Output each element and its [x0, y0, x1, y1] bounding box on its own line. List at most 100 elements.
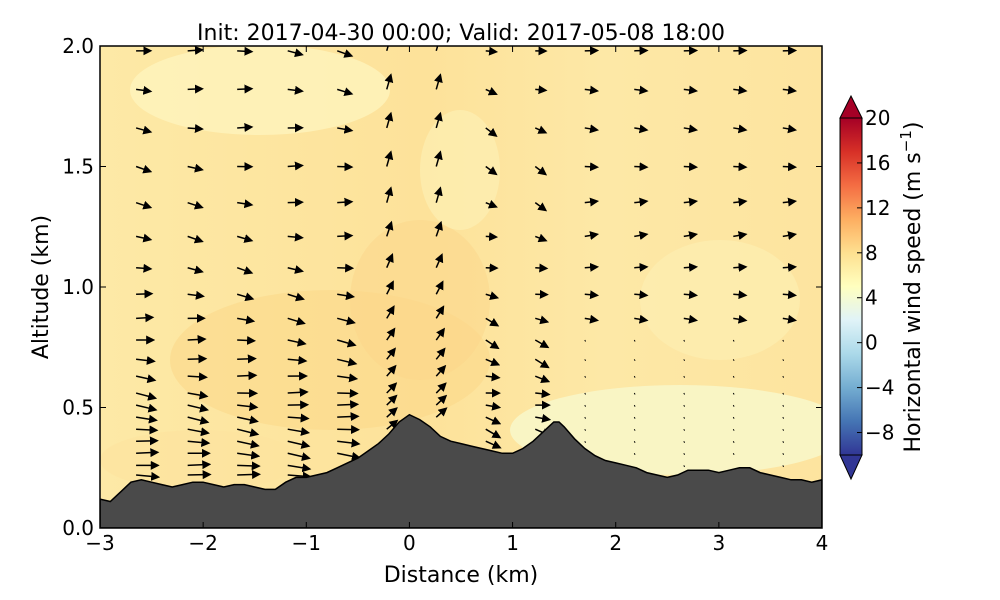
- wind-vector: [136, 448, 160, 458]
- wind-vector: [386, 419, 399, 430]
- wind-vector: [534, 125, 548, 134]
- wind-vector: [136, 355, 156, 365]
- wind-vector: [782, 85, 798, 95]
- wind-vector: [434, 73, 443, 90]
- wind-vector: [435, 305, 445, 319]
- wind-vector: [187, 234, 204, 244]
- wind-vector: [584, 231, 600, 240]
- wind-vector: [634, 262, 649, 272]
- wind-vector: [187, 354, 208, 364]
- wind-vector: [732, 441, 735, 443]
- wind-vector: [135, 164, 153, 174]
- wind-vector: [135, 233, 153, 243]
- wind-vector: [732, 392, 735, 395]
- x-axis-label: Distance (km): [384, 563, 539, 588]
- x-tick-label: −3: [85, 531, 114, 555]
- x-tick-label: 3: [712, 531, 725, 555]
- colorbar-label-close: ): [901, 122, 926, 131]
- wind-vector: [135, 125, 153, 135]
- wind-vector: [187, 124, 204, 133]
- wind-vector: [683, 124, 699, 134]
- wind-vector: [535, 315, 550, 325]
- wind-vector: [435, 364, 447, 377]
- wind-vector: [187, 390, 209, 400]
- wind-vector: [236, 428, 260, 437]
- wind-vector: [633, 416, 636, 419]
- wind-vector: [584, 290, 600, 300]
- wind-vector: [733, 314, 748, 324]
- wind-vector: [287, 471, 312, 481]
- colorbar-tick-label: 20: [865, 106, 890, 130]
- wind-vector: [732, 359, 735, 362]
- wind-vector: [782, 375, 785, 378]
- wind-vector: [584, 359, 587, 362]
- wind-vector: [634, 197, 649, 207]
- wind-vector: [683, 453, 686, 456]
- wind-vector: [782, 162, 798, 172]
- wind-vector: [136, 313, 155, 323]
- wind-vector: [236, 234, 254, 243]
- wind-vector: [386, 407, 398, 418]
- wind-vector: [535, 263, 549, 273]
- y-tick-label: 1.5: [62, 155, 94, 179]
- wind-vector: [287, 48, 304, 58]
- wind-vector: [683, 465, 686, 468]
- y-axis-ticks: 0.0 0.5 1.0 1.5 2.0: [62, 34, 822, 540]
- wind-vector: [782, 441, 785, 443]
- wind-vector: [782, 339, 785, 342]
- wind-vector: [782, 404, 785, 407]
- wind-vector: [336, 49, 354, 58]
- wind-vector: [287, 387, 309, 397]
- wind-vector: [386, 394, 398, 406]
- wind-vector: [534, 233, 548, 243]
- wind-vector: [683, 441, 686, 443]
- wind-vector: [187, 403, 209, 413]
- wind-vector: [733, 290, 748, 300]
- wind-vector: [287, 355, 308, 365]
- wind-vector: [136, 263, 153, 273]
- colorbar-extend-bottom: [839, 454, 863, 481]
- wind-vector: [782, 428, 785, 431]
- wind-vector: [782, 262, 798, 272]
- wind-vector: [534, 165, 548, 176]
- wind-vector: [435, 327, 446, 341]
- wind-vector: [435, 394, 448, 406]
- wind-vector: [782, 290, 798, 300]
- wind-vector: [337, 438, 361, 448]
- wind-vector: [136, 436, 159, 446]
- wind-vector: [782, 392, 785, 395]
- wind-vector: [633, 359, 636, 362]
- wind-vector: [287, 85, 304, 95]
- wind-vector: [485, 317, 500, 327]
- wind-vector: [634, 231, 649, 240]
- wind-vector: [187, 200, 204, 210]
- wind-vector: [634, 290, 649, 300]
- wind-vector: [633, 453, 636, 456]
- wind-vector: [236, 266, 254, 275]
- wind-vector: [683, 314, 699, 324]
- wind-vector: [485, 428, 502, 439]
- colorbar-tick-label: −8: [865, 421, 894, 445]
- wind-vector: [733, 231, 748, 240]
- wind-vector: [782, 359, 785, 362]
- wind-vector: [135, 403, 158, 413]
- wind-vector: [584, 197, 600, 207]
- wind-vector: [434, 186, 443, 203]
- colorbar-extend-top: [839, 94, 863, 119]
- wind-vector: [485, 87, 498, 96]
- wind-vector: [434, 220, 443, 237]
- wind-vector: [634, 85, 649, 95]
- wind-vector: [337, 197, 354, 207]
- wind-vector: [633, 404, 636, 407]
- colorbar-tick-label: 0: [865, 331, 878, 355]
- wind-vector: [384, 220, 394, 237]
- wind-vector: [187, 163, 204, 173]
- wind-vector: [732, 416, 735, 419]
- wind-vector: [237, 354, 257, 364]
- wind-vector: [337, 231, 354, 241]
- wind-vector: [535, 413, 552, 423]
- wind-vector: [733, 162, 748, 172]
- y-tick-label: 0.0: [62, 516, 94, 540]
- wind-vector: [187, 460, 212, 470]
